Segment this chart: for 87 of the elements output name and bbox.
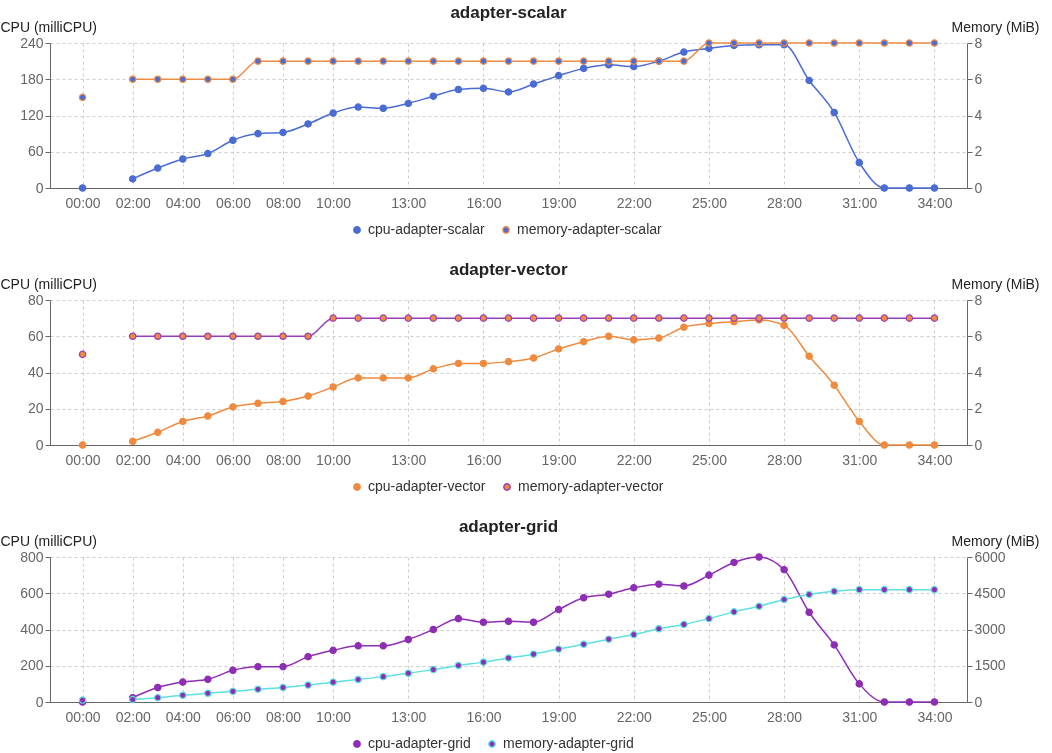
x-tick-label: 16:00 (466, 451, 502, 468)
legend-label: cpu-adapter-grid (368, 735, 471, 751)
y-axis-title: CPU (milliCPU) (0, 275, 97, 292)
x-tick-label: 31:00 (842, 194, 878, 211)
y-tick-label: 80 (27, 291, 44, 308)
legend-label: cpu-adapter-vector (368, 478, 486, 494)
y2-axis-title: Memory (MiB) (951, 532, 1040, 549)
x-tick-label: 06:00 (215, 451, 252, 468)
x-tick-label: 08:00 (265, 451, 302, 468)
x-tick-label: 25:00 (691, 451, 728, 468)
x-tick-label: 06:00 (215, 708, 252, 725)
x-tick-label: 22:00 (616, 708, 652, 725)
x-tick-label: 00:00 (65, 451, 101, 468)
y-tick-label: 240 (20, 34, 44, 51)
x-tick-label: 28:00 (767, 194, 803, 211)
x-tick-label: 00:00 (65, 194, 101, 211)
y-tick-label: 0 (35, 179, 44, 196)
x-tick-label: 34:00 (917, 708, 953, 725)
y-tick-label: 60 (27, 143, 44, 160)
y-tick-label: 800 (20, 548, 44, 565)
x-tick-label: 10:00 (316, 708, 352, 725)
y2-tick-label: 0 (974, 693, 983, 710)
y-tick-label: 60 (27, 327, 44, 344)
y2-tick-label: 8 (974, 291, 983, 308)
y-axis-title: CPU (milliCPU) (0, 532, 97, 549)
y-tick-label: 0 (35, 693, 44, 710)
x-tick-label: 06:00 (215, 194, 252, 211)
y2-tick-label: 0 (974, 179, 983, 196)
chart-title: adapter-scalar (450, 3, 567, 22)
x-tick-label: 31:00 (842, 708, 878, 725)
y2-tick-label: 0 (974, 436, 983, 453)
chart-title: adapter-grid (458, 517, 559, 536)
x-tick-label: 10:00 (316, 451, 352, 468)
legend-label: memory-adapter-scalar (517, 221, 663, 237)
x-tick-label: 19:00 (541, 194, 577, 211)
y2-tick-label: 4 (974, 364, 983, 380)
legend-label: cpu-adapter-scalar (368, 221, 486, 237)
y-tick-label: 40 (27, 364, 44, 380)
y2-axis-title: Memory (MiB) (951, 18, 1040, 35)
y2-tick-label: 2 (974, 400, 983, 417)
x-tick-label: 13:00 (391, 194, 427, 211)
x-tick-label: 04:00 (165, 708, 202, 725)
x-tick-label: 02:00 (115, 451, 151, 468)
x-tick-label: 25:00 (691, 194, 728, 211)
legend-label: memory-adapter-grid (503, 735, 634, 751)
x-tick-label: 28:00 (767, 451, 803, 468)
y2-tick-label: 3000 (974, 621, 1006, 637)
y2-tick-label: 6000 (974, 548, 1006, 565)
y-tick-label: 180 (20, 70, 44, 87)
x-tick-label: 16:00 (466, 194, 502, 211)
x-tick-label: 19:00 (541, 708, 577, 725)
x-tick-label: 08:00 (265, 194, 302, 211)
y-tick-label: 120 (20, 107, 44, 123)
x-tick-label: 08:00 (265, 708, 302, 725)
y-tick-label: 0 (35, 436, 44, 453)
x-tick-label: 13:00 (391, 708, 427, 725)
y2-axis-title: Memory (MiB) (951, 275, 1040, 292)
y-tick-label: 400 (20, 621, 44, 637)
x-tick-label: 22:00 (616, 194, 652, 211)
x-tick-label: 10:00 (316, 194, 352, 211)
x-tick-label: 04:00 (165, 194, 202, 211)
chart-title: adapter-vector (449, 260, 568, 279)
legend-label: memory-adapter-vector (518, 478, 664, 494)
y2-tick-label: 4500 (974, 584, 1006, 601)
y2-tick-label: 2 (974, 143, 983, 160)
x-tick-label: 19:00 (541, 451, 577, 468)
y-tick-label: 200 (20, 657, 44, 674)
y-tick-label: 20 (27, 400, 44, 417)
x-tick-label: 02:00 (115, 708, 151, 725)
x-tick-label: 34:00 (917, 451, 953, 468)
y-axis-title: CPU (milliCPU) (0, 18, 97, 35)
y-tick-label: 600 (20, 584, 44, 601)
x-tick-label: 28:00 (767, 708, 803, 725)
y2-tick-label: 6 (974, 327, 983, 344)
x-tick-label: 31:00 (842, 451, 878, 468)
x-tick-label: 02:00 (115, 194, 151, 211)
y2-tick-label: 6 (974, 70, 983, 87)
x-tick-label: 13:00 (391, 451, 427, 468)
x-tick-label: 25:00 (691, 708, 728, 725)
x-tick-label: 04:00 (165, 451, 202, 468)
y2-tick-label: 4 (974, 107, 983, 123)
x-tick-label: 22:00 (616, 451, 652, 468)
x-tick-label: 34:00 (917, 194, 953, 211)
x-tick-label: 16:00 (466, 708, 502, 725)
y2-tick-label: 8 (974, 34, 983, 51)
x-tick-label: 00:00 (65, 708, 101, 725)
y2-tick-label: 1500 (974, 657, 1006, 674)
